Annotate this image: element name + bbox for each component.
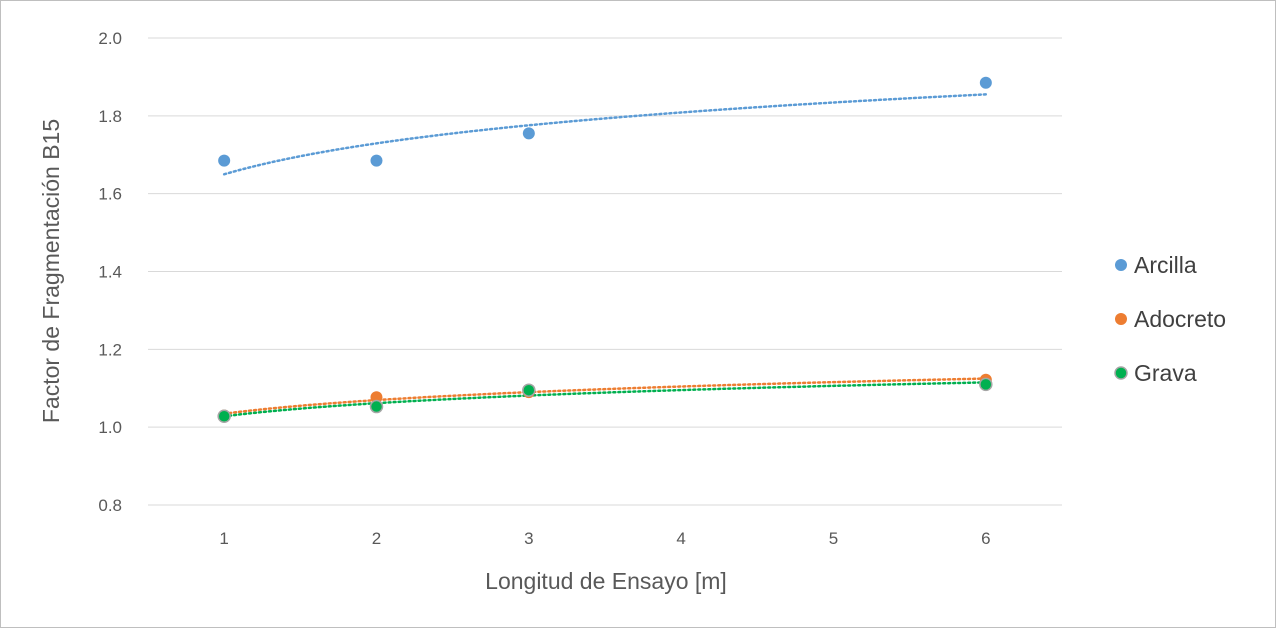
data-point-grava[interactable] [369,399,384,414]
trendlines [222,93,988,418]
trendline-arcilla [222,93,988,176]
legend-label-grava: Grava [1134,360,1197,386]
y-tick-labels: 0.8 1.0 1.2 1.4 1.6 1.8 2.0 [98,29,122,515]
x-tick-label: 6 [981,529,990,548]
y-tick-label: 1.4 [98,263,122,282]
legend-item-arcilla[interactable]: Arcilla [1115,252,1197,278]
data-point-arcilla[interactable] [370,154,383,167]
legend-marker-arcilla [1115,259,1127,271]
y-tick-label: 1.2 [98,340,122,359]
legend-item-grava[interactable]: Grava [1114,360,1197,386]
x-tick-label: 2 [372,529,381,548]
legend-marker-grava [1114,366,1128,380]
data-point-arcilla[interactable] [522,127,535,140]
x-tick-label: 5 [829,529,838,548]
y-tick-label: 2.0 [98,29,122,48]
x-tick-label: 4 [676,529,685,548]
data-point-grava[interactable] [979,377,993,392]
data-point-adocreto[interactable] [370,391,383,404]
y-tick-label: 1.8 [98,107,122,126]
x-tick-label: 1 [219,529,228,548]
data-points [217,76,993,424]
legend: Arcilla Adocreto Grava [1114,252,1226,386]
legend-label-adocreto: Adocreto [1134,306,1226,332]
data-point-grava[interactable] [217,409,231,424]
y-axis-title: Factor de Fragmentación B15 [38,119,64,423]
y-tick-label: 1.6 [98,185,122,204]
legend-label-arcilla: Arcilla [1134,252,1197,278]
x-axis-title: Longitud de Ensayo [m] [485,568,727,594]
x-tick-label: 3 [524,529,533,548]
data-point-arcilla[interactable] [979,76,992,89]
trendline-grava [222,381,988,418]
data-point-grava[interactable] [522,383,536,397]
y-tick-label: 0.8 [98,496,122,515]
gridlines [148,37,1062,506]
trendline-adocreto [222,377,988,415]
legend-marker-adocreto [1115,313,1127,325]
y-tick-label: 1.0 [98,418,122,437]
legend-item-adocreto[interactable]: Adocreto [1115,306,1226,332]
data-point-arcilla[interactable] [218,154,231,167]
x-tick-labels: 1 2 3 4 5 6 [219,529,990,548]
